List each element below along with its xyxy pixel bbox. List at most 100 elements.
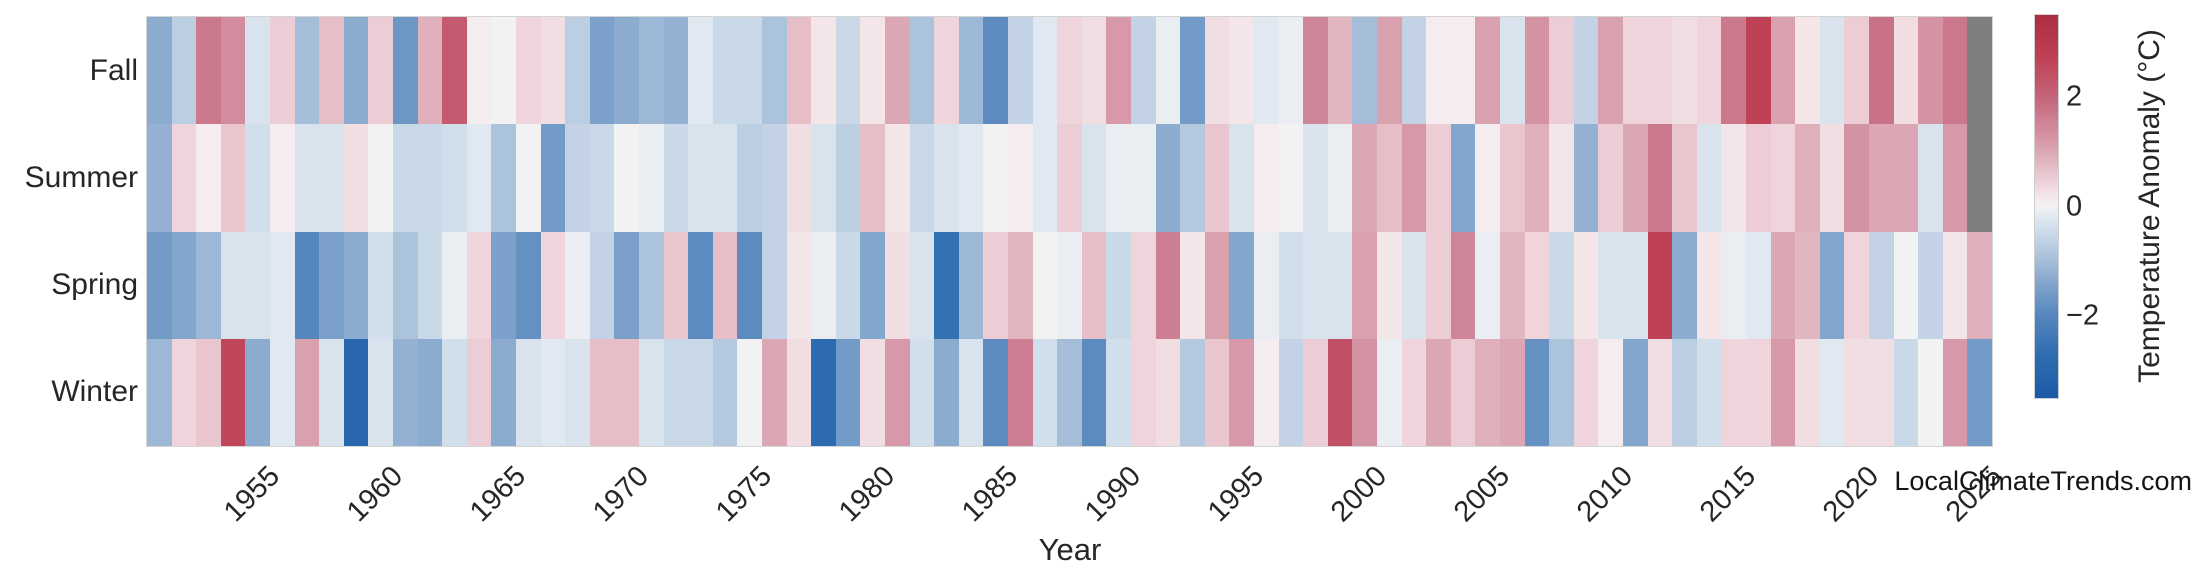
heatmap-cell [835,338,861,446]
heatmap-cell [1204,231,1230,339]
heatmap-cell [368,124,393,232]
heatmap-cell [1500,338,1525,446]
heatmap-cell [1475,231,1500,339]
heatmap-cell [466,338,492,446]
heatmap-cell [1672,17,1697,125]
heatmap-cell [1942,124,1968,232]
heatmap-cell [589,124,615,232]
heatmap-cell [1819,338,1845,446]
heatmap-cell [1770,17,1796,125]
heatmap-cell [934,231,959,339]
heatmap-cell [786,124,812,232]
heatmap-cell [835,231,861,339]
heatmap-cell [1819,231,1845,339]
heatmap-cell [270,231,295,339]
heatmap-cell [589,338,615,446]
heatmap-cell [1450,17,1476,125]
heatmap-cell [835,124,861,232]
row-label-winter: Winter [51,375,138,409]
heatmap-cell [343,17,369,125]
heatmap-cell [1795,338,1820,446]
heatmap-cell [983,231,1008,339]
heatmap-cell [1377,17,1402,125]
heatmap-cell [909,338,935,446]
heatmap-cell [1450,231,1476,339]
heatmap-cell [639,17,664,125]
heatmap-cell [516,231,541,339]
heatmap-cell [1549,338,1574,446]
heatmap-cell [393,17,418,125]
heatmap-cell [343,124,369,232]
heatmap-cell [639,338,664,446]
heatmap-cell [196,17,221,125]
heatmap-cell [1377,124,1402,232]
heatmap-cell [1696,338,1722,446]
heatmap-cell [1057,338,1082,446]
heatmap-cell [1426,338,1451,446]
heatmap-cell [442,124,467,232]
heatmap-cell [147,17,172,125]
heatmap-cell [983,17,1008,125]
heatmap-cell [1623,231,1648,339]
heatmap-cell [220,338,246,446]
heatmap-cell [1696,124,1722,232]
heatmap-cell [1549,17,1574,125]
heatmap-cell [589,17,615,125]
heatmap-cell [1057,17,1082,125]
heatmap-cell [1967,231,1992,339]
heatmap-cell [1450,338,1476,446]
heatmap-cell [417,231,443,339]
heatmap-cell [958,17,984,125]
heatmap-cell [1155,17,1181,125]
heatmap-cell [1032,231,1058,339]
heatmap-cell [1844,124,1869,232]
heatmap-cell [540,17,566,125]
heatmap-cell [1081,17,1107,125]
heatmap-cell [1524,338,1550,446]
heatmap-cell [737,17,762,125]
heatmap-cell [220,124,246,232]
heatmap-cell [712,124,738,232]
heatmap-cell [1524,124,1550,232]
heatmap-cell [1426,17,1451,125]
heatmap-cell [171,231,197,339]
heatmap-cell [762,231,787,339]
heatmap-cell [1008,338,1033,446]
heatmap-cell [1180,17,1205,125]
heatmap-cell [1032,124,1058,232]
heatmap-cell [1229,231,1254,339]
x-tick-label: 1980 [833,460,902,529]
heatmap-cell [688,231,713,339]
heatmap-cell [1746,17,1771,125]
heatmap-cell [1500,17,1525,125]
heatmap-cell [565,124,590,232]
heatmap-cell [1770,338,1796,446]
heatmap-cell [368,17,393,125]
heatmap-cell [860,338,885,446]
heatmap-cell [540,124,566,232]
heatmap-cell [1081,124,1107,232]
heatmap-cell [762,124,787,232]
heatmap-cell [663,17,689,125]
heatmap-cell [319,17,344,125]
x-tick-label: 2000 [1325,460,1394,529]
heatmap-cell [270,124,295,232]
heatmap-cell [934,17,959,125]
colorbar-tick-0: 0 [2066,190,2083,222]
heatmap-cell [1303,338,1328,446]
heatmap-cell [1377,231,1402,339]
heatmap-cell [1967,124,1992,232]
heatmap-cell [835,17,861,125]
heatmap-cell [762,17,787,125]
heatmap-cell [1869,231,1894,339]
heatmap-cell [1057,124,1082,232]
watermark-text: LocalClimateTrends.com [1894,466,2192,496]
heatmap-cell [1377,338,1402,446]
x-tick-label: 1960 [341,460,410,529]
x-tick-label: 1955 [218,460,287,529]
heatmap-cell [1278,338,1304,446]
heatmap-cell [516,17,541,125]
heatmap-cell [171,17,197,125]
heatmap-cell [1524,231,1550,339]
heatmap-cell [737,124,762,232]
